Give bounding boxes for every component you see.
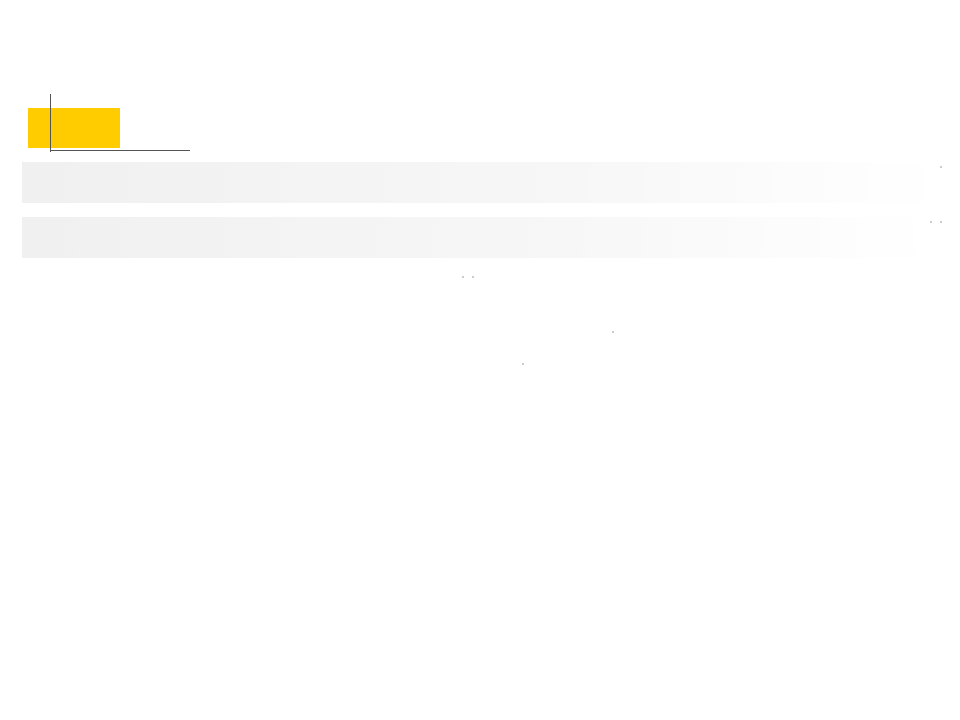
section-extensive-thumbs [930, 217, 942, 223]
decor-vertical-bar [50, 94, 51, 152]
section-extensive [22, 217, 942, 258]
thumb-pie-chart [930, 221, 932, 223]
section-intensive [22, 162, 942, 203]
thumb-radar-chart [472, 276, 474, 278]
slide-title [0, 14, 960, 72]
section-cartodiagram-thumbs [522, 359, 524, 365]
thumb-choropleth-map [612, 331, 614, 333]
section-cartogram [22, 327, 942, 345]
content-area [22, 162, 942, 391]
section-dynamic-thumbs [462, 272, 474, 278]
section-dynamic-text [22, 272, 462, 313]
section-cartogram-text [22, 327, 612, 345]
section-cartodiagram [22, 359, 942, 377]
section-extensive-text [22, 217, 930, 258]
section-intensive-thumbs [940, 162, 942, 168]
section-cartodiagram-text [22, 359, 522, 377]
thumb-map-diagram [522, 363, 524, 365]
thumb-bar-chart [940, 166, 942, 168]
section-cartogram-thumbs [612, 327, 614, 333]
thumb-line-chart [462, 276, 464, 278]
section-intensive-text [22, 162, 940, 203]
section-dynamic [22, 272, 942, 313]
decor-horizontal-line [50, 150, 190, 151]
decor-accent-box [28, 108, 120, 148]
thumb-stacked-bar [940, 221, 942, 223]
